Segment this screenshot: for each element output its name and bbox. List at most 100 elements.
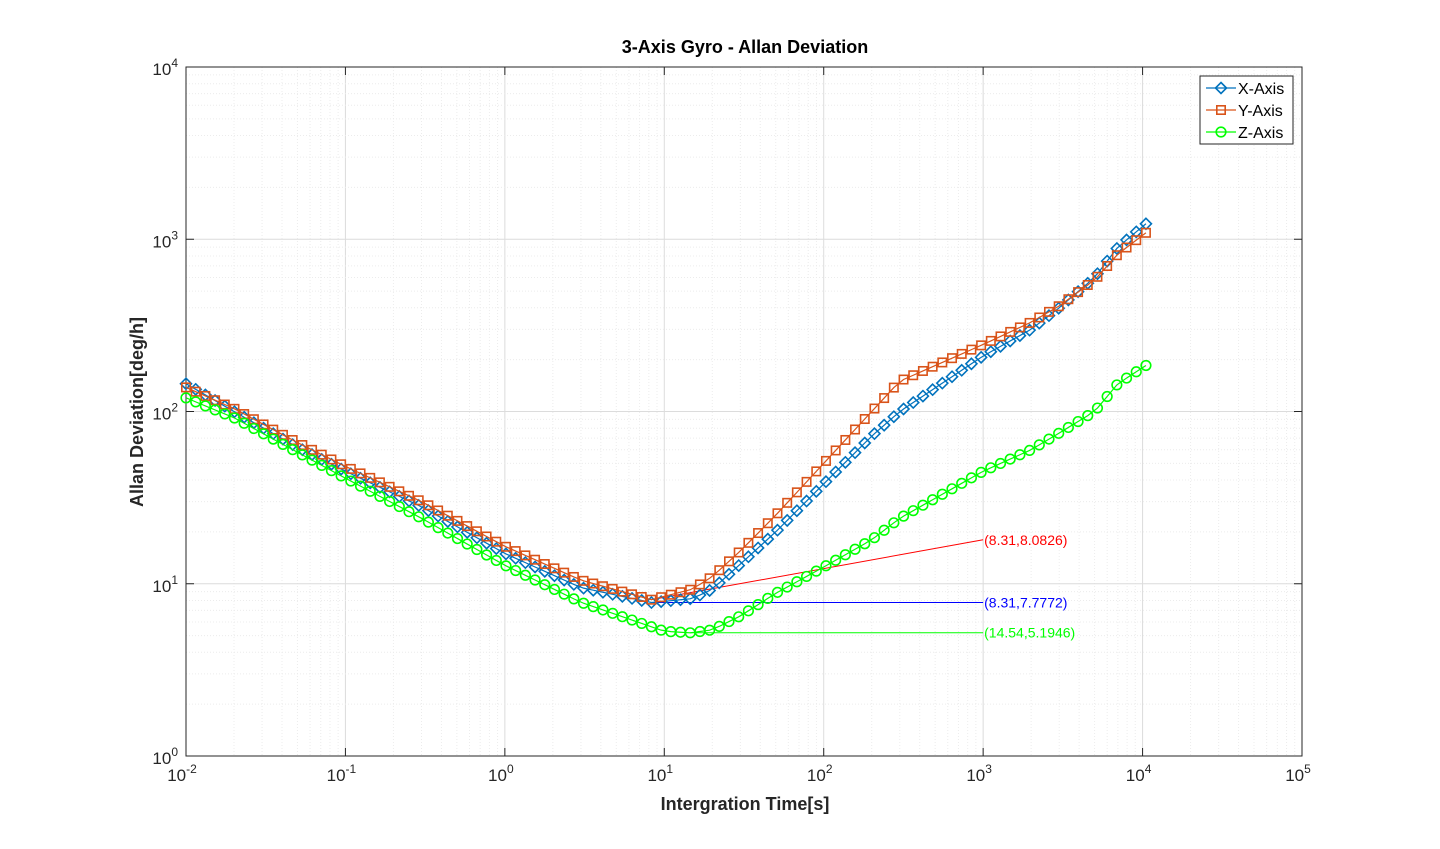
- data-point-marker: [850, 424, 861, 435]
- data-point-marker: [956, 477, 968, 489]
- data-point-marker: [1063, 294, 1074, 305]
- data-point-marker: [219, 408, 231, 420]
- data-point-marker: [937, 357, 948, 368]
- data-point-marker: [588, 578, 599, 589]
- y-tick-label: 101: [152, 573, 178, 596]
- data-point-marker: [626, 614, 638, 626]
- data-point-marker: [733, 547, 744, 558]
- data-point-marker: [471, 543, 483, 556]
- data-point-marker: [1005, 326, 1016, 337]
- data-point-marker: [597, 581, 608, 592]
- data-point-marker: [1140, 227, 1151, 238]
- data-point-marker: [480, 549, 493, 561]
- data-point-marker: [267, 433, 279, 445]
- data-point-marker: [1102, 261, 1113, 272]
- data-point-marker: [548, 583, 561, 596]
- data-point-marker: [568, 593, 580, 605]
- data-point-marker: [190, 396, 202, 408]
- data-point-marker: [888, 517, 900, 529]
- data-point-marker: [423, 500, 434, 511]
- data-point-marker: [1120, 372, 1133, 384]
- data-point-marker: [617, 586, 628, 597]
- data-point-marker: [916, 389, 930, 403]
- data-point-marker: [770, 523, 785, 537]
- data-point-marker: [636, 617, 648, 630]
- data-point-marker: [461, 538, 473, 550]
- x-tick-label: 10-1: [327, 762, 357, 785]
- data-point-marker: [820, 560, 832, 572]
- data-point-marker: [781, 581, 793, 593]
- data-point-marker: [974, 350, 988, 364]
- x-tick-label: 103: [966, 762, 992, 785]
- x-tick-label: 10-2: [167, 762, 197, 785]
- data-point-marker: [1111, 250, 1122, 261]
- data-point-marker: [887, 410, 901, 424]
- legend-item: Y-Axis: [1206, 103, 1283, 120]
- data-point-marker: [597, 604, 609, 616]
- data-point-marker: [743, 537, 754, 548]
- data-point-marker: [995, 331, 1006, 342]
- data-point-marker: [179, 377, 193, 391]
- legend-label: Y-Axis: [1238, 103, 1283, 120]
- data-point-marker: [704, 573, 715, 584]
- data-point-marker: [510, 564, 522, 577]
- data-point-marker: [1053, 301, 1064, 312]
- x-tick-label: 104: [1126, 762, 1152, 785]
- legend-label: X-Axis: [1238, 81, 1284, 98]
- data-point-marker: [704, 624, 716, 636]
- data-point-marker: [277, 438, 289, 450]
- data-point-marker: [404, 490, 415, 501]
- data-point-marker: [877, 418, 891, 432]
- chart-title: 3-Axis Gyro - Allan Deviation: [622, 37, 868, 57]
- data-point-marker: [985, 335, 996, 346]
- data-point-marker: [1062, 421, 1074, 434]
- annotation-label: (8.31,8.0826): [984, 532, 1067, 548]
- data-point-marker: [432, 522, 444, 534]
- data-point-marker: [489, 541, 503, 556]
- data-point-marker: [780, 513, 794, 528]
- data-point-marker: [365, 472, 376, 483]
- data-point-marker: [345, 475, 357, 487]
- data-point-marker: [751, 541, 765, 555]
- data-point-marker: [539, 579, 551, 591]
- data-point-marker: [947, 353, 958, 364]
- series-y-axis: [181, 227, 1151, 605]
- y-tick-label: 103: [152, 228, 178, 251]
- data-point-marker: [867, 427, 882, 441]
- data-point-marker: [200, 390, 211, 401]
- data-point-marker: [509, 551, 523, 565]
- data-point-marker: [994, 457, 1007, 470]
- data-point-marker: [965, 472, 978, 484]
- data-point-marker: [528, 560, 542, 574]
- data-point-marker: [1111, 379, 1123, 391]
- legend-marker: [1216, 105, 1227, 116]
- data-point-marker: [985, 462, 997, 474]
- data-point-marker: [722, 567, 736, 581]
- data-point-marker: [199, 400, 211, 412]
- data-point-marker: [917, 499, 929, 511]
- data-point-marker: [752, 599, 764, 611]
- data-point-marker: [335, 470, 347, 482]
- data-point-marker: [791, 576, 803, 588]
- data-point-marker: [248, 422, 260, 435]
- data-point-marker: [820, 455, 831, 466]
- data-point-marker: [190, 386, 201, 397]
- data-point-marker: [490, 554, 502, 567]
- data-point-marker: [771, 586, 784, 598]
- legend-marker: [1215, 126, 1227, 138]
- data-point-marker: [1092, 271, 1103, 282]
- data-point-marker: [393, 500, 405, 513]
- data-point-marker: [1043, 433, 1055, 445]
- data-point-marker: [287, 444, 299, 456]
- data-point-marker: [955, 363, 969, 377]
- data-point-marker: [693, 588, 707, 602]
- legend-item: X-Axis: [1206, 81, 1284, 98]
- annotation-leader-line: [651, 539, 984, 601]
- data-point-marker: [878, 524, 890, 536]
- data-point-marker: [839, 549, 851, 561]
- data-point-marker: [1072, 415, 1084, 428]
- data-point-marker: [403, 506, 415, 518]
- data-point-marker: [811, 466, 822, 477]
- data-point-marker: [956, 348, 967, 359]
